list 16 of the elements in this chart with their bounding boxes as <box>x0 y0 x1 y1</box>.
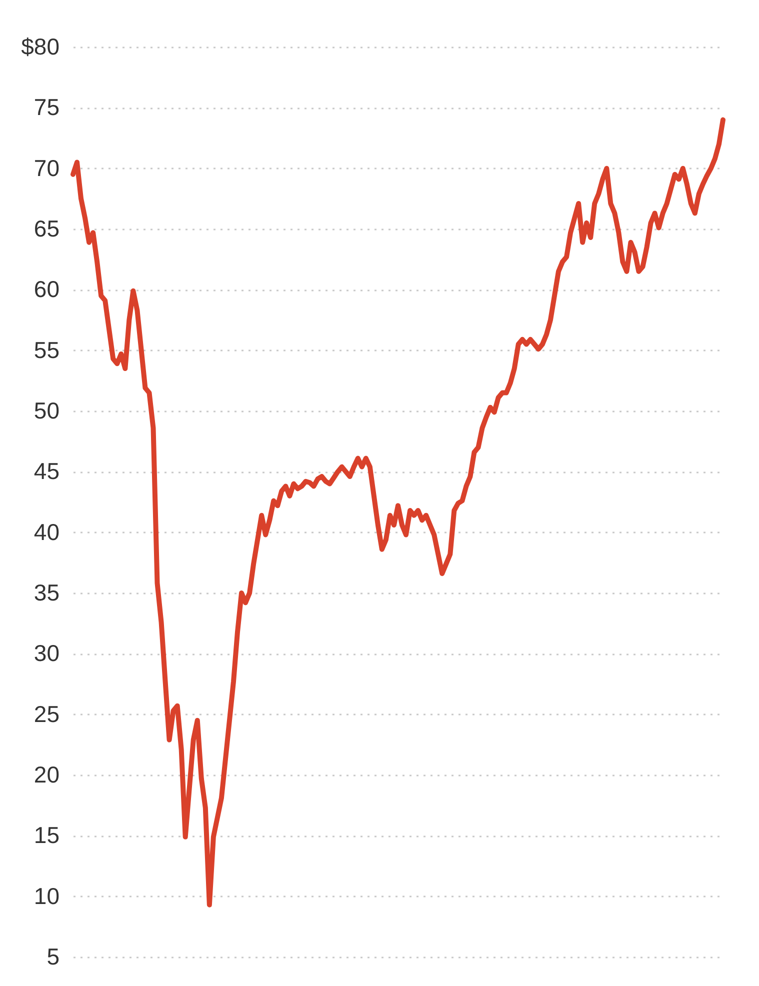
y-tick-label: 15 <box>34 822 60 848</box>
y-tick-label: 55 <box>34 336 60 363</box>
y-tick-label: 40 <box>34 518 60 545</box>
y-tick-label: 35 <box>34 580 60 606</box>
y-tick-label: $80 <box>21 34 60 60</box>
y-tick-label: 50 <box>34 398 60 424</box>
y-tick-label: 5 <box>46 944 60 970</box>
y-tick-label: 25 <box>34 700 60 727</box>
y-tick-label: 30 <box>34 640 60 666</box>
y-tick-label: 20 <box>34 762 60 788</box>
y-tick-label: 60 <box>34 276 60 302</box>
y-tick-label: 45 <box>34 458 60 484</box>
y-tick-label: 65 <box>34 216 60 242</box>
y-tick-label: 10 <box>34 882 60 909</box>
y-tick-label: 70 <box>34 154 60 181</box>
y-tick-label: 75 <box>34 94 60 120</box>
